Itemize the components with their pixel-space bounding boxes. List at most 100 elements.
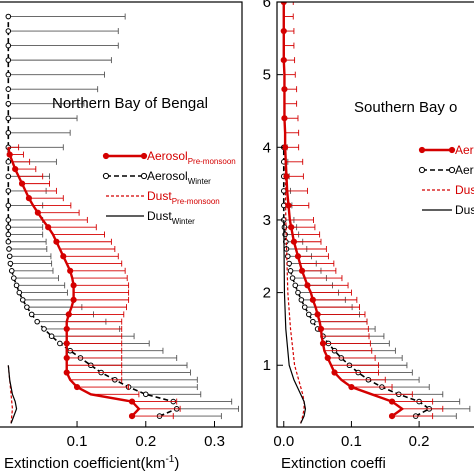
legend-marker <box>448 146 456 154</box>
panel-title: Southern Bay o <box>354 99 457 116</box>
data-point <box>314 311 321 318</box>
x-axis-label: Extinction coeffi <box>281 455 386 472</box>
data-point <box>5 159 12 165</box>
data-point <box>142 391 149 398</box>
data-point <box>5 238 12 245</box>
x-tick-label: 0.0 <box>273 433 294 450</box>
legend-marker <box>102 152 110 160</box>
legend-marker <box>140 172 148 180</box>
data-point <box>73 383 81 391</box>
data-point <box>294 253 302 260</box>
x-axis-label: Extinction coefficient(km-1) <box>4 454 179 472</box>
data-point <box>283 173 290 180</box>
legend: Aero Aero Dust Dust <box>418 143 474 217</box>
y-tick-label: 6 <box>263 0 271 11</box>
series-dust_pre <box>283 2 305 424</box>
legend-label: Aero <box>455 163 474 177</box>
series-line-dust_win <box>283 219 307 424</box>
data-point <box>57 340 63 347</box>
series-aerosol_win <box>280 144 471 420</box>
x-tick-label: 0.3 <box>204 433 225 450</box>
data-point <box>290 238 298 245</box>
legend-label: AerosolWinter <box>147 169 211 186</box>
legend-sub: Winter <box>172 217 195 226</box>
legend-marker <box>418 166 426 174</box>
data-point <box>310 318 316 325</box>
y-tick-label: 5 <box>263 67 271 84</box>
data-point <box>5 173 12 180</box>
x-tick-label: 0.1 <box>341 433 362 450</box>
legend-main: Aerosol <box>147 169 188 183</box>
legend-sub: Pre-monsoon <box>172 197 220 206</box>
legend-label: DustPre-monsoon <box>147 189 220 206</box>
data-point <box>24 304 30 310</box>
legend-sub: Winter <box>188 177 211 186</box>
data-point <box>5 217 12 223</box>
y-tick-label: 4 <box>263 139 271 156</box>
data-point <box>70 296 77 303</box>
panel-southern-bay: 0.0 0.1 0.2 1 2 3 4 5 6 Southern Bay o Aero Aero Dus… <box>263 0 474 472</box>
data-point <box>5 100 12 107</box>
data-point <box>19 297 26 303</box>
legend-marker <box>448 166 456 174</box>
legend-main: Aero <box>455 143 474 157</box>
series-dust_win <box>283 219 307 424</box>
legend-sub: Pre-monsoon <box>188 157 236 166</box>
x-tick-label: 0.2 <box>135 433 156 450</box>
plot-area <box>280 2 471 424</box>
x-axis-label-main: Extinction coefficient(km <box>4 455 165 472</box>
data-point <box>7 260 14 267</box>
data-point <box>309 296 316 303</box>
plot-area <box>5 13 240 424</box>
data-point <box>128 398 136 405</box>
legend-label: AerosolPre-monsoon <box>147 149 236 166</box>
data-point <box>301 304 308 310</box>
plot-frame <box>0 1 243 428</box>
x-axis-label-sup: -1 <box>165 454 174 465</box>
legend-main: Aerosol <box>147 149 188 163</box>
data-point <box>34 209 41 216</box>
data-point <box>324 354 331 362</box>
data-point <box>5 57 12 63</box>
data-point <box>6 246 12 252</box>
legend-label: Dust <box>455 203 474 217</box>
data-point <box>5 129 12 136</box>
legend-label: DustWinter <box>147 209 195 226</box>
x-tick-label: 0.1 <box>67 433 88 450</box>
data-point <box>331 369 338 376</box>
data-point <box>304 282 311 289</box>
data-point <box>295 289 301 296</box>
data-point <box>45 224 52 231</box>
data-point <box>6 253 13 260</box>
series-dust_pre <box>7 365 14 424</box>
data-point <box>5 28 12 34</box>
legend-label: Aero <box>455 143 474 157</box>
series-dust_win <box>7 365 18 424</box>
data-point <box>48 333 55 339</box>
data-point <box>288 224 295 231</box>
series-line-dust_win <box>7 365 18 424</box>
data-point <box>18 180 26 187</box>
data-point <box>5 115 12 122</box>
y-tick-label: 3 <box>263 212 271 229</box>
data-point <box>5 188 12 194</box>
series-aerosol_pre <box>6 144 181 420</box>
data-point <box>348 383 355 391</box>
series-line-dust_pre <box>283 2 305 424</box>
legend-main: Dust <box>147 189 172 203</box>
series-line-dust_pre <box>7 365 14 424</box>
x-axis-label-close: ) <box>174 455 179 472</box>
series-line-aerosol_pre <box>7 147 141 417</box>
data-point <box>319 340 327 347</box>
x-tick-label: 0.2 <box>409 433 430 450</box>
data-point <box>63 325 70 333</box>
series-aerosol_pre <box>280 2 444 420</box>
panel-title: Northern Bay of Bengal <box>52 95 208 112</box>
data-point <box>12 165 19 173</box>
data-point <box>5 86 12 92</box>
data-point <box>13 282 20 289</box>
data-point <box>63 369 70 376</box>
data-point <box>292 282 299 289</box>
